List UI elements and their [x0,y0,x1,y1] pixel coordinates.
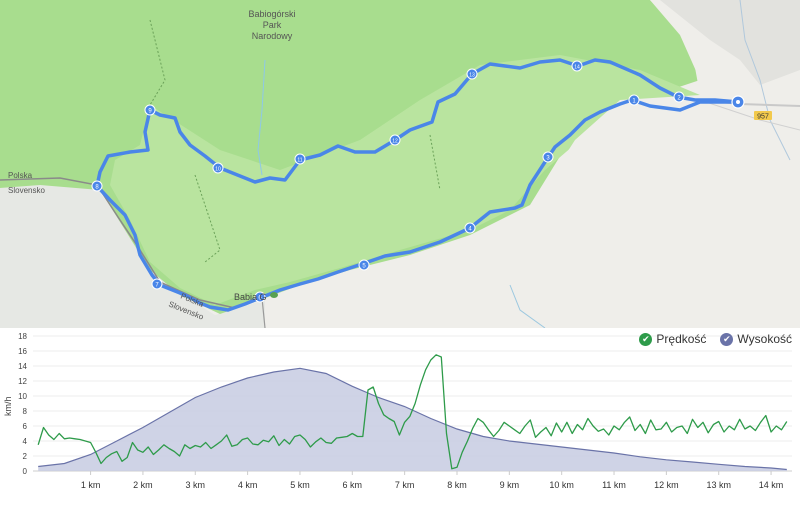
chart-legend: ✔ Prędkość ✔ Wysokość [639,332,792,346]
x-tick-label: 11 km [602,480,626,490]
y-tick-label: 6 [23,422,28,431]
svg-text:14: 14 [574,65,580,71]
svg-text:6: 6 [258,296,262,302]
x-tick-label: 5 km [290,480,310,490]
legend-elevation[interactable]: ✔ Wysokość [720,332,792,346]
waypoint-14[interactable]: 14 [571,60,583,72]
x-tick-label: 3 km [186,480,206,490]
svg-text:957: 957 [757,114,769,121]
x-tick-label: 8 km [447,480,467,490]
y-axis-label: km/h [3,396,13,416]
x-tick-label: 7 km [395,480,415,490]
y-tick-label: 4 [23,437,28,446]
waypoint-4[interactable]: 4 [464,222,476,234]
svg-text:10: 10 [215,167,221,173]
y-tick-label: 10 [18,392,27,401]
check-icon: ✔ [639,332,653,346]
svg-text:11: 11 [297,158,302,164]
trail [429,134,441,191]
map-canvas[interactable]: 1 3 4 5 6 7 8 9 10 11 12 13 14 2 957 Bab… [0,0,800,328]
peak-label: Babia G [234,292,267,302]
stream [509,284,546,328]
waypoint-6[interactable]: 6 [254,291,266,303]
border-continuation [261,297,266,328]
svg-text:8: 8 [95,185,99,191]
y-tick-label: 16 [18,347,27,356]
waypoint-1[interactable]: 1 [628,94,640,106]
svg-text:5: 5 [362,264,366,270]
waypoint-12[interactable]: 12 [389,134,401,146]
svg-text:7: 7 [155,283,159,289]
x-tick-label: 4 km [238,480,258,490]
route-path[interactable] [95,58,739,312]
waypoint-10[interactable]: 10 [212,162,224,174]
legend-speed[interactable]: ✔ Prędkość [639,332,706,346]
y-tick-label: 18 [18,332,27,341]
check-icon: ✔ [720,332,734,346]
y-tick-label: 14 [18,362,27,371]
route-map[interactable]: 1 3 4 5 6 7 8 9 10 11 12 13 14 2 957 Bab… [0,0,800,328]
x-tick-label: 10 km [549,480,574,490]
profile-chart[interactable]: ✔ Prędkość ✔ Wysokość km/h 0 2 4 6 8 10 12 14 16… [0,328,800,502]
road-number-badge: 957 [754,111,772,121]
peak-icon [270,292,278,298]
x-tick-label: 1 km [81,480,101,490]
svg-text:9: 9 [148,109,152,115]
y-tick-label: 8 [23,407,28,416]
elevation-area [38,368,787,471]
stream [739,0,791,161]
waypoint-2[interactable]: 2 [673,91,685,103]
legend-elevation-label: Wysokość [737,332,792,346]
svg-text:4: 4 [468,227,472,233]
y-tick-label: 2 [23,452,28,461]
start-pin-icon[interactable] [731,95,745,109]
svg-text:12: 12 [392,139,398,145]
waypoint-3[interactable]: 3 [542,151,554,163]
trail [149,19,166,106]
speed-line [37,354,788,470]
border-label-polska: Polska [8,171,33,180]
y-tick-label: 0 [23,467,28,476]
slovakia-area [0,180,265,328]
waypoint-5[interactable]: 5 [358,259,370,271]
elevation-line [38,367,787,471]
svg-text:2: 2 [677,96,681,102]
park-inner-area [110,55,700,305]
border-label-slovensko: Slovensko [8,186,45,195]
legend-speed-label: Prędkość [656,332,707,346]
waypoint-13[interactable]: 13 [466,68,478,80]
y-tick-label: 12 [18,377,27,386]
park-label-1: Babiogórski [248,9,295,19]
x-tick-label: 6 km [343,480,363,490]
chart-canvas[interactable]: 0 2 4 6 8 10 12 14 16 18 1 km 2 km 3 km 4 km 5 km 6 km 7… [0,328,800,502]
waypoint-8[interactable]: 8 [91,180,103,192]
park-label-3: Narodowy [252,31,293,41]
waypoint-7[interactable]: 7 [151,278,163,290]
stream [257,59,266,176]
park-label-2: Park [263,20,282,30]
x-tick-label: 13 km [706,480,731,490]
terrain-shade [660,0,800,85]
x-tick-label: 9 km [500,480,520,490]
x-tick-label: 12 km [654,480,679,490]
outside-area [265,0,800,328]
x-tick-label: 2 km [133,480,153,490]
svg-text:3: 3 [546,156,550,162]
x-tick-label: 14 km [759,480,784,490]
svg-text:13: 13 [469,73,475,79]
svg-text:1: 1 [632,99,636,105]
waypoint-9[interactable]: 9 [144,104,156,116]
waypoint-11[interactable]: 11 [294,153,306,165]
